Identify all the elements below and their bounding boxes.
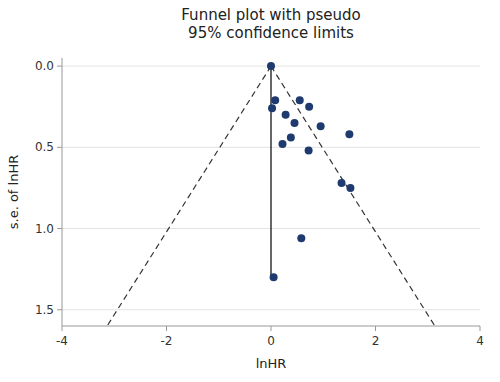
- point: [346, 184, 354, 192]
- x-tick: [480, 326, 481, 331]
- x-tick: [271, 326, 272, 331]
- point: [317, 122, 325, 130]
- y-tick-label: 0.0: [35, 59, 54, 73]
- x-tick: [166, 326, 167, 331]
- point: [278, 140, 286, 148]
- grid: [62, 66, 480, 310]
- x-axis-label: lnHR: [256, 356, 287, 371]
- point: [291, 119, 299, 127]
- x-tick: [62, 326, 63, 331]
- y-tick-label: 1.0: [35, 222, 54, 236]
- funnel-line: [271, 66, 435, 326]
- title-line: Funnel plot with pseudo: [181, 6, 360, 24]
- chart: Funnel plot with pseudo95% confidence li…: [0, 0, 500, 382]
- point: [338, 179, 346, 187]
- x-tick-label: -2: [161, 334, 173, 348]
- point: [297, 234, 305, 242]
- grid-line: [62, 309, 480, 310]
- point: [270, 273, 278, 281]
- point: [305, 147, 313, 155]
- point: [296, 96, 304, 104]
- title-line: 95% confidence limits: [188, 24, 354, 42]
- y-tick: [57, 147, 62, 148]
- y-tick: [57, 228, 62, 229]
- x-tick-label: 0: [267, 334, 275, 348]
- x-tick: [375, 326, 376, 331]
- x-tick-label: 2: [372, 334, 380, 348]
- point: [271, 96, 279, 104]
- point: [282, 111, 290, 119]
- x-tick-label: -4: [56, 334, 68, 348]
- y-axis-line: [62, 58, 63, 326]
- x-tick-label: 4: [476, 334, 484, 348]
- point: [345, 130, 353, 138]
- point: [287, 134, 295, 142]
- y-tick-label: 0.5: [35, 140, 54, 154]
- point: [267, 62, 275, 70]
- y-tick: [57, 309, 62, 310]
- y-axis-label: s.e. of lnHR: [6, 155, 21, 230]
- y-tick-label: 1.5: [35, 303, 54, 317]
- y-tick: [57, 66, 62, 67]
- point: [305, 103, 313, 111]
- summary-line: [270, 66, 271, 277]
- plot-area: [107, 62, 435, 326]
- point: [268, 104, 276, 112]
- title: Funnel plot with pseudo95% confidence li…: [181, 6, 360, 42]
- funnel-line: [107, 66, 271, 326]
